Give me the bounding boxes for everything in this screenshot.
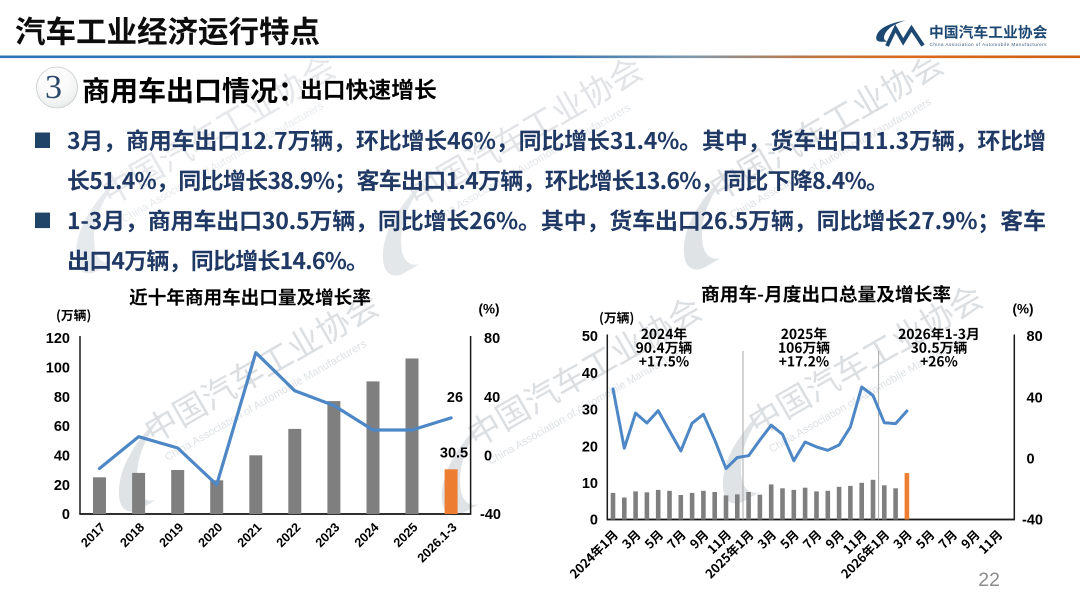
svg-text:3: 3: [45, 69, 62, 106]
svg-text:0: 0: [62, 507, 70, 523]
svg-text:80: 80: [1027, 329, 1043, 345]
svg-text:20: 20: [54, 478, 70, 494]
svg-text:40: 40: [54, 449, 70, 465]
svg-text:(%): (%): [1013, 302, 1034, 317]
svg-text:0: 0: [590, 513, 598, 529]
svg-text:100: 100: [46, 361, 70, 377]
svg-text:22: 22: [978, 569, 1000, 591]
svg-text:80: 80: [54, 390, 70, 406]
svg-text:26: 26: [447, 390, 463, 406]
svg-text:0: 0: [1027, 452, 1035, 468]
svg-text:30: 30: [582, 403, 598, 419]
svg-text:0: 0: [484, 449, 492, 465]
svg-text:60: 60: [54, 419, 70, 435]
svg-text:80: 80: [484, 331, 500, 347]
svg-text:20: 20: [582, 439, 598, 455]
svg-text:50: 50: [582, 329, 598, 345]
svg-text:40: 40: [484, 390, 500, 406]
svg-text:30.5: 30.5: [440, 446, 468, 462]
svg-text:120: 120: [46, 331, 70, 347]
svg-text:-40: -40: [480, 507, 501, 523]
svg-text:-40: -40: [1022, 513, 1043, 529]
svg-text:40: 40: [582, 366, 598, 382]
svg-text:China Association of Automobil: China Association of Automobile Manufact…: [930, 42, 1048, 47]
svg-text:40: 40: [1027, 390, 1043, 406]
svg-text:10: 10: [582, 476, 598, 492]
svg-text:(%): (%): [479, 302, 500, 317]
